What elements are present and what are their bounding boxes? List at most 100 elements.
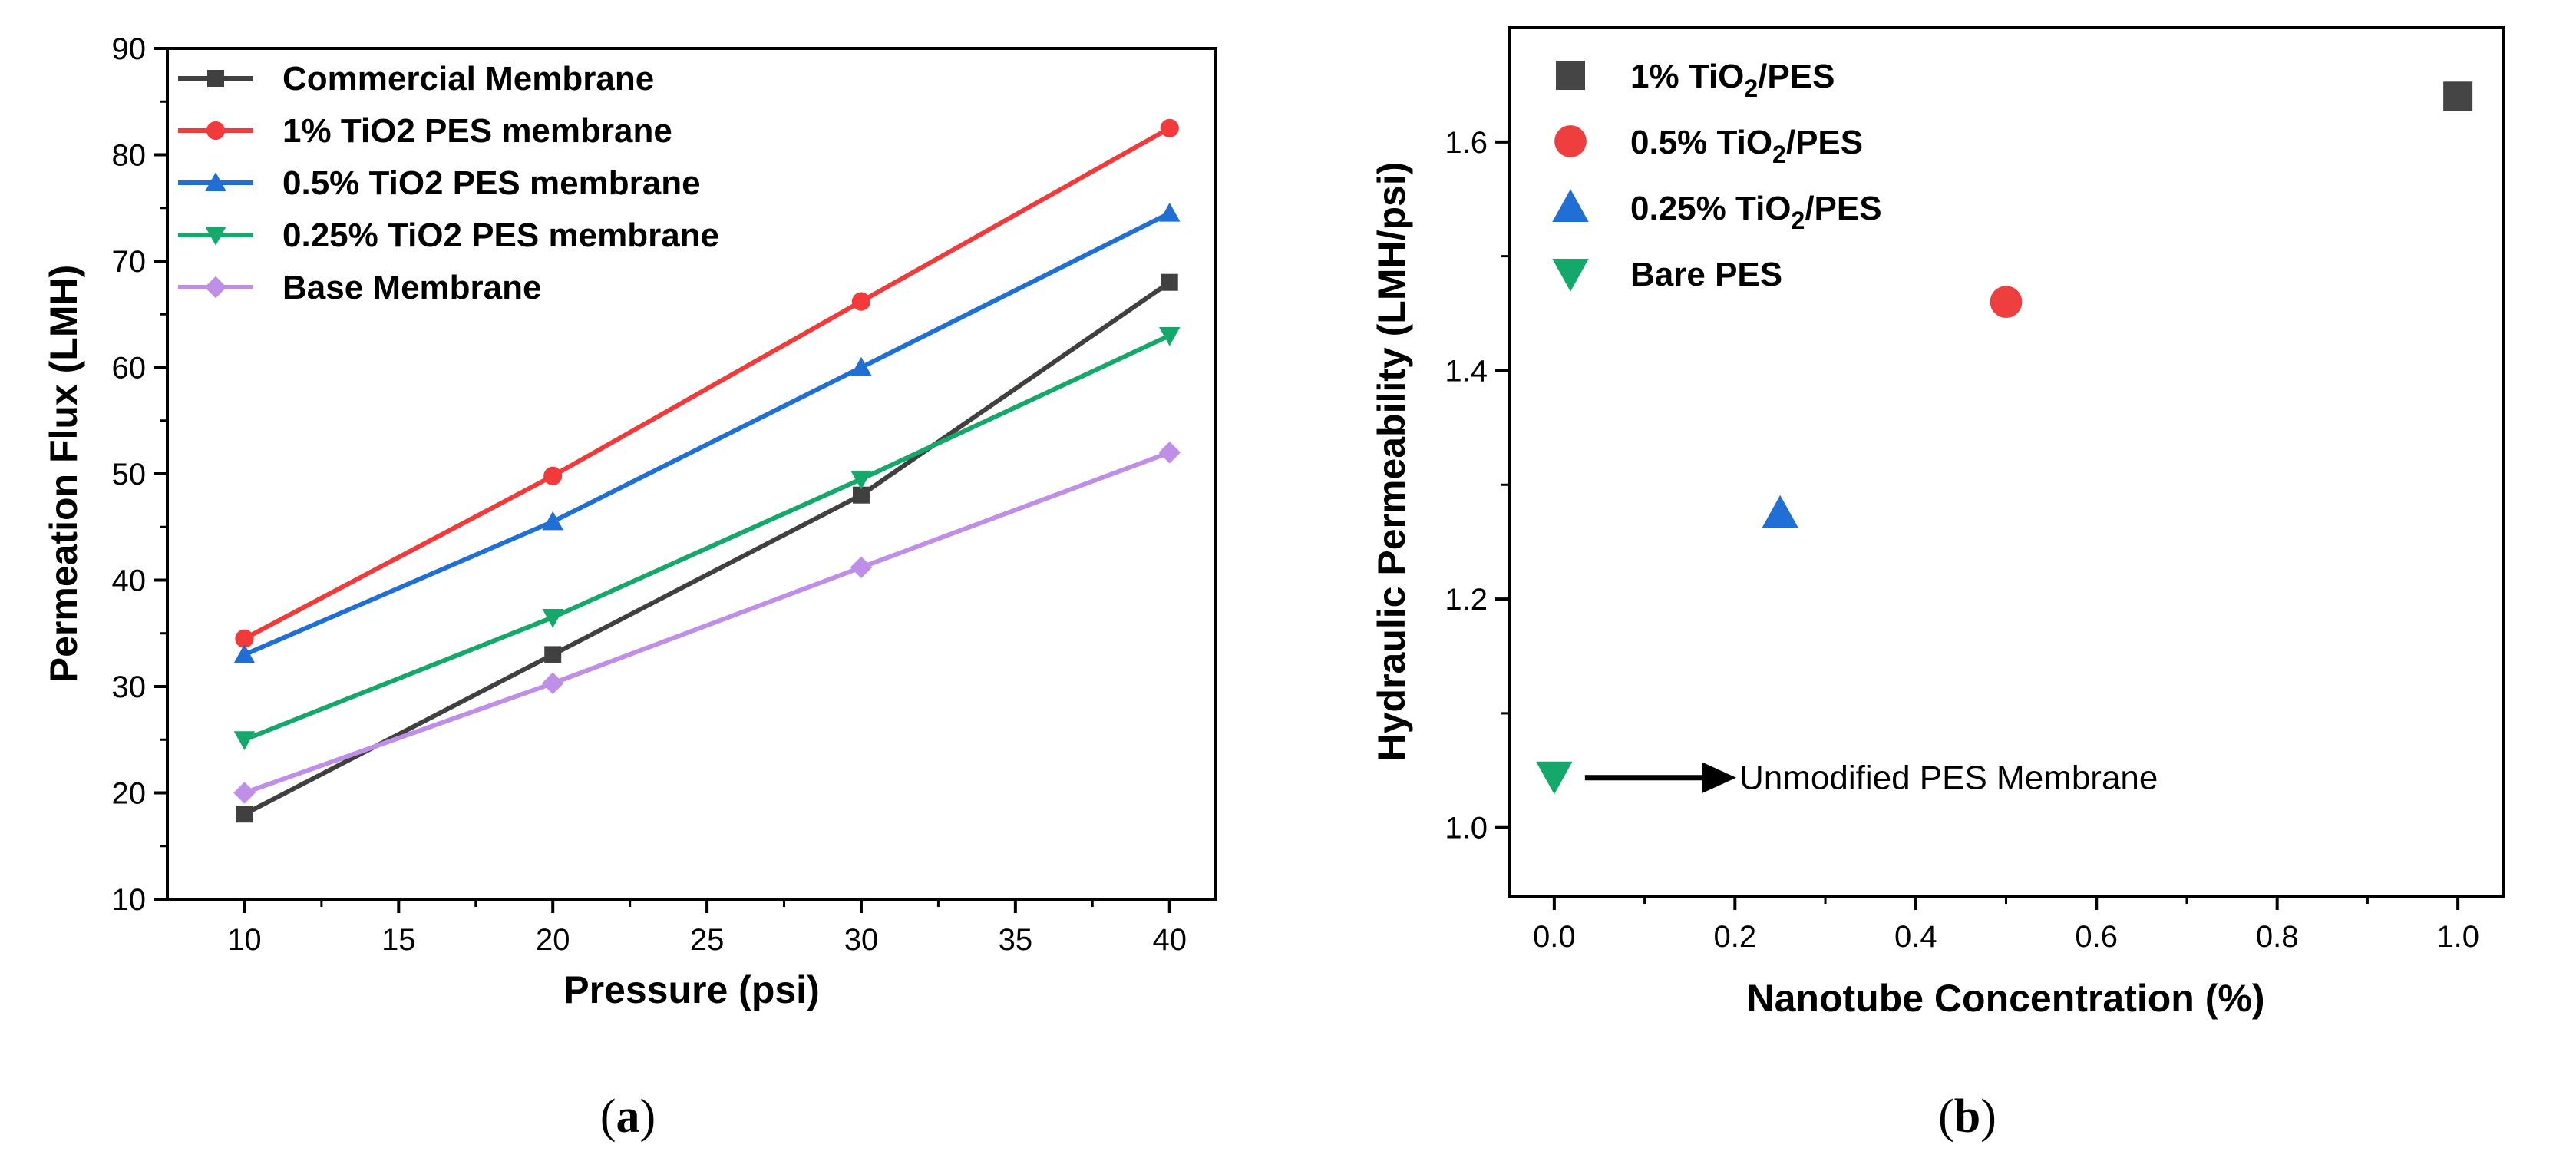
legend-label-base-membrane: Base Membrane (282, 269, 541, 306)
annotation-arrow-head (1702, 762, 1736, 793)
panel-b-caption-letter: b (1954, 1090, 1980, 1143)
legend-marker-0-25-tio2-pes-membrane (205, 227, 226, 246)
panel-b-y-tick-label: 1.0 (1445, 812, 1488, 845)
legend-marker-bare-pes (1552, 259, 1589, 292)
panel-a-x-tick-label: 15 (381, 923, 416, 957)
panel-a-x-tick-label: 40 (1152, 923, 1187, 957)
legend-marker-commercial-membrane (207, 70, 224, 87)
panel-a-y-tick-label: 80 (112, 139, 147, 173)
legend-marker-base-membrane (204, 276, 227, 299)
scatter-point-0-5-tio2-pes (1990, 286, 2023, 319)
data-point-0-5-tio2-pes-membrane (233, 644, 256, 663)
panel-b-x-tick-label: 0.4 (1894, 920, 1937, 954)
series-line-0-25-tio2-pes-membrane (243, 333, 1171, 743)
panel-b-y-axis-label: Hydraulic Permeability (LMH/psi) (1370, 162, 1413, 762)
series-line-0-5-tio2-pes-membrane (243, 210, 1171, 657)
data-point-commercial-membrane (544, 646, 562, 663)
panel-b-y-tick-label: 1.2 (1445, 583, 1488, 617)
data-point-base-membrane (1158, 442, 1181, 464)
data-point-commercial-membrane (1161, 273, 1178, 291)
legend-label-1-tio2-pes-membrane: 1% TiO2 PES membrane (282, 112, 672, 150)
legend-label-0-25-tio2-pes-membrane: 0.25% TiO2 PES membrane (282, 217, 719, 254)
panel-a-caption-open: ( (600, 1090, 616, 1143)
data-point-0-25-tio2-pes-membrane (850, 470, 872, 490)
legend-label-bare-pes: Bare PES (1630, 256, 1782, 293)
panel-b-y-tick-label: 1.4 (1445, 354, 1488, 388)
scatter-point-bare-pes (1536, 761, 1573, 795)
panel-a-caption-letter: a (616, 1090, 640, 1143)
legend-label-0-5-tio2-pes: 0.5% TiO2/PES (1630, 124, 1863, 168)
panel-a-x-axis-label: Pressure (psi) (563, 968, 819, 1011)
legend-marker-0-25-tio2-pes (1552, 189, 1589, 222)
panel-b-x-axis-label: Nanotube Concentration (%) (1747, 977, 2265, 1020)
legend-label-1-tio2-pes: 1% TiO2/PES (1630, 58, 1835, 102)
panel-a-x-tick-label: 30 (844, 923, 879, 957)
data-point-0-25-tio2-pes-membrane (1158, 326, 1181, 346)
data-point-0-25-tio2-pes-membrane (233, 731, 256, 750)
legend-label-subscript: 2 (1744, 74, 1758, 102)
panel-a-y-axis-label: Permeation Flux (LMH) (42, 265, 85, 683)
panel-b-caption-close: ) (1980, 1090, 1996, 1143)
legend-marker-0-5-tio2-pes (1554, 125, 1587, 157)
legend-label-suffix: /PES (1805, 190, 1881, 227)
data-point-0-5-tio2-pes-membrane (542, 511, 563, 531)
data-point-base-membrane (233, 782, 256, 804)
data-point-commercial-membrane (852, 486, 870, 504)
data-point-0-25-tio2-pes-membrane (542, 608, 563, 628)
panel-b-x-tick-label: 0.0 (1533, 920, 1576, 954)
panel-a-y-tick-label: 60 (112, 352, 147, 385)
panel-a-caption-close: ) (640, 1090, 656, 1143)
legend-label-text: 0.5% TiO (1630, 124, 1772, 161)
panel-a-y-tick-label: 50 (112, 458, 147, 491)
legend-label-subscript: 2 (1792, 207, 1805, 234)
data-point-commercial-membrane (236, 806, 253, 823)
series-line-commercial-membrane (243, 280, 1171, 816)
panel-b-caption-open: ( (1938, 1090, 1954, 1143)
data-point-1-tio2-pes-membrane (851, 292, 871, 311)
panel-a-y-tick-label: 10 (112, 883, 147, 917)
legend-marker-1-tio2-pes (1556, 61, 1585, 90)
legend-label-suffix: /PES (1786, 124, 1863, 161)
panel-a-x-tick-label: 25 (690, 923, 725, 957)
data-point-base-membrane (541, 672, 564, 695)
legend-label-commercial-membrane: Commercial Membrane (282, 60, 654, 98)
scatter-point-1-tio2-pes (2443, 81, 2473, 111)
panel-a-y-tick-label: 40 (112, 564, 147, 598)
panel-a-x-tick-label: 20 (536, 923, 570, 957)
legend-label-subscript: 2 (1772, 141, 1786, 168)
data-point-0-5-tio2-pes-membrane (1158, 202, 1181, 222)
panel-b-x-tick-label: 0.8 (2256, 920, 2299, 954)
data-point-1-tio2-pes-membrane (235, 629, 254, 648)
panel-a-x-tick-label: 10 (227, 923, 262, 957)
panel-b-x-tick-label: 1.0 (2436, 920, 2479, 954)
legend-label-0-25-tio2-pes: 0.25% TiO2/PES (1630, 190, 1882, 234)
panel-a-x-tick-label: 35 (999, 923, 1033, 957)
panel-b-scatter-chart: 0.0 0.2 0.4 0.6 0.8 1.0 1.01.21.41.6 1% TiO2/… (1370, 26, 2505, 1143)
panel-a-y-tick-label: 20 (112, 777, 147, 811)
series-line-base-membrane (243, 450, 1171, 796)
series-line-1-tio2-pes-membrane (243, 126, 1171, 641)
panel-b-y-tick-label: 1.6 (1445, 126, 1488, 160)
panel-a-y-tick-label: 30 (112, 670, 147, 704)
legend-marker-1-tio2-pes-membrane (206, 121, 226, 141)
data-point-1-tio2-pes-membrane (1160, 118, 1179, 137)
legend-label-suffix: /PES (1758, 58, 1835, 95)
panel-b-x-tick-label: 0.2 (1714, 920, 1757, 954)
panel-b-caption: (b) (1938, 1090, 1996, 1143)
panel-a-y-tick-label: 70 (112, 245, 147, 279)
data-point-1-tio2-pes-membrane (543, 466, 563, 485)
data-point-0-5-tio2-pes-membrane (850, 356, 872, 376)
panel-a-line-chart: 10 15 20 25 30 35 40 10 20 30 40 50 60 70 80 90 Commer… (42, 32, 1217, 1143)
legend-marker-0-5-tio2-pes-membrane (205, 172, 226, 191)
scatter-point-0-25-tio2-pes (1762, 495, 1798, 528)
legend-label-text: 0.25% TiO (1630, 190, 1792, 227)
panel-a-caption: (a) (600, 1090, 656, 1143)
panel-b-x-tick-label: 0.6 (2075, 920, 2118, 954)
legend-label-text: 1% TiO (1630, 58, 1744, 95)
legend-label-text: Bare PES (1630, 256, 1782, 293)
panel-a-y-tick-label: 90 (112, 32, 147, 66)
legend-label-0-5-tio2-pes-membrane: 0.5% TiO2 PES membrane (282, 164, 701, 202)
data-point-base-membrane (850, 556, 873, 579)
annotation-text: Unmodified PES Membrane (1739, 759, 2158, 797)
